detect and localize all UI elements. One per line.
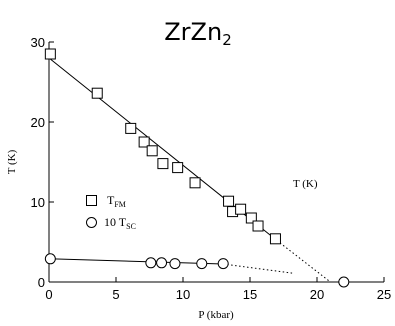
tfm-data-point (190, 178, 200, 188)
y-tick-label: 10 (31, 195, 45, 210)
tfm-data-point (236, 204, 246, 214)
tsc-data-point (197, 259, 207, 269)
tsc-data-point (170, 259, 180, 269)
axis-ticks: 0 5 10 15 20 25 0 10 20 30 (31, 35, 392, 302)
tfm-data-point (126, 123, 136, 133)
tsc-data-point (339, 277, 349, 287)
data-points (45, 49, 348, 287)
legend-label-fm-subscript: FM (114, 200, 126, 209)
x-tick-label: 10 (176, 287, 190, 302)
tsc-data-point (146, 258, 156, 268)
legend-label-sc-subscript: SC (126, 222, 136, 231)
legend-square-marker (87, 196, 97, 206)
x-tick-label: 20 (310, 287, 324, 302)
legend-label-fm: TFM (107, 193, 126, 209)
tsc-data-point (218, 259, 228, 269)
tsc-data-point (45, 254, 55, 264)
sc-extrapolation-line (223, 264, 293, 273)
x-tick-label: 0 (45, 287, 52, 302)
x-axis-label: P (kbar) (198, 309, 234, 321)
chart-title-subscript: 2 (222, 31, 232, 49)
legend: TFM 10 TSC (87, 193, 136, 231)
chart-annotation: T (K) (293, 178, 318, 190)
legend-label-sc-main: 10 T (104, 215, 127, 229)
y-tick-label: 30 (31, 35, 45, 50)
tfm-data-point (92, 88, 102, 98)
fm-extrapolation-line (277, 240, 331, 282)
tfm-data-point (45, 49, 55, 59)
y-axis-label: T (K) (6, 149, 18, 174)
legend-label-sc: 10 TSC (104, 215, 136, 231)
chart-title-main: ZrZn (164, 18, 222, 46)
fit-lines (49, 58, 330, 282)
tfm-data-point (253, 221, 263, 231)
tfm-data-point (224, 196, 234, 206)
x-tick-label: 15 (243, 287, 257, 302)
tfm-data-point (173, 163, 183, 173)
chart-title: ZrZn2 (164, 18, 232, 49)
tfm-data-point (270, 234, 280, 244)
x-tick-label: 25 (377, 287, 391, 302)
tsc-data-point (157, 258, 167, 268)
x-tick-label: 5 (112, 287, 119, 302)
tfm-data-point (158, 159, 168, 169)
legend-circle-marker (87, 218, 97, 228)
y-tick-label: 20 (31, 115, 45, 130)
tfm-data-point (147, 146, 157, 156)
y-tick-label: 0 (38, 275, 45, 290)
